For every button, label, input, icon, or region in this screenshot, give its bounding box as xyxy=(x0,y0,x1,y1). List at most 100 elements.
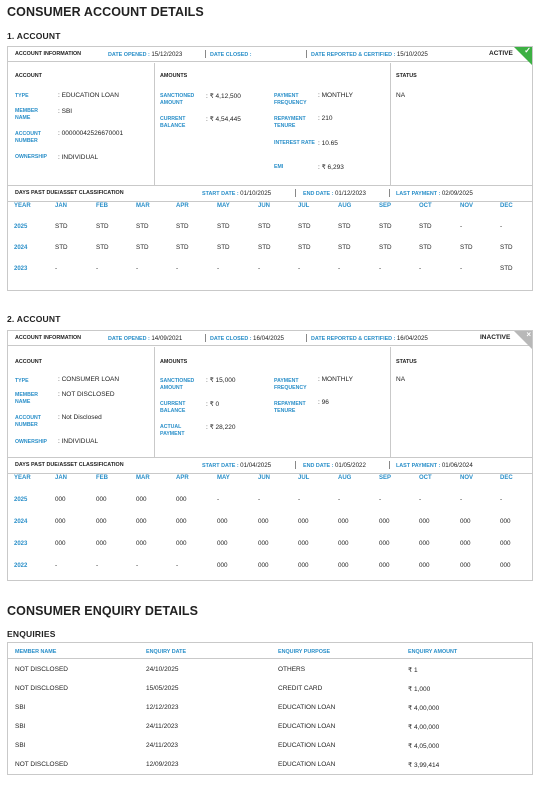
dpd-month-header: OCT xyxy=(419,203,432,209)
enquiries-subheading: ENQUIRIES xyxy=(7,629,56,639)
dpd-start-date: START DATE : 01/10/2025 xyxy=(202,190,272,197)
dpd-cell: STD xyxy=(298,244,311,251)
dpd-cell: STD xyxy=(419,244,432,251)
dpd-month-header: NOV xyxy=(460,203,474,209)
dpd-cell: STD xyxy=(379,223,392,230)
dpd-cell: STD xyxy=(96,223,109,230)
dpd-cell: - xyxy=(55,265,58,272)
dpd-cell: 000 xyxy=(136,518,147,525)
dpd-cell: STD xyxy=(500,244,513,251)
account-number-label: ACCOUNT NUMBER xyxy=(15,131,41,144)
enquiry-cell: CREDIT CARD xyxy=(278,685,323,692)
dpd-cell: 000 xyxy=(176,540,187,547)
dpd-year-header: YEAR xyxy=(14,203,31,209)
enquiry-cell: ₹ 3,99,414 xyxy=(408,762,440,769)
dpd-month-header: OCT xyxy=(419,475,432,481)
dpd-month-header: MAR xyxy=(136,475,150,481)
enquiry-cell: ₹ 1,000 xyxy=(408,686,431,693)
dpd-cell: 000 xyxy=(258,562,269,569)
dpd-month-header: FEB xyxy=(96,203,108,209)
actual-payment-label: ACTUAL PAYMENT xyxy=(160,424,185,437)
dpd-month-header: JAN xyxy=(55,203,68,209)
account-section-head: ACCOUNT xyxy=(15,73,42,79)
account-2-info-bar: ACCOUNT INFORMATION DATE OPENED : 14/09/… xyxy=(8,331,532,346)
enquiry-column-header: ENQUIRY DATE xyxy=(146,649,187,655)
dpd-month-header: MAR xyxy=(136,203,150,209)
dpd-cell: - xyxy=(338,265,341,272)
type-label: TYPE xyxy=(15,378,29,384)
dpd-cell: 000 xyxy=(136,496,147,503)
dpd-last-payment: LAST PAYMENT : 02/09/2025 xyxy=(396,190,473,197)
dpd-cell: 000 xyxy=(338,562,349,569)
dpd-cell: STD xyxy=(176,223,189,230)
dpd-cell: 000 xyxy=(338,540,349,547)
type-value: : EDUCATION LOAN xyxy=(58,92,119,99)
emi-label: EMI xyxy=(274,164,284,170)
dpd-cell: - xyxy=(258,496,261,503)
dpd-row-year: 2022 xyxy=(14,563,28,569)
dpd-month-header: APR xyxy=(176,475,189,481)
dpd-month-header: AUG xyxy=(338,475,352,481)
dpd-month-header: NOV xyxy=(460,475,474,481)
interest-rate-value: : 10.65 xyxy=(318,140,338,147)
dpd-cell: 000 xyxy=(96,540,107,547)
dpd-bar: DAYS PAST DUE/ASSET CLASSIFICATION START… xyxy=(8,458,532,474)
repayment-tenure-value: : 210 xyxy=(318,115,333,122)
dpd-cell: - xyxy=(338,496,341,503)
payment-frequency-value: : MONTHLY xyxy=(318,376,353,383)
enquiry-column-header: MEMBER NAME xyxy=(15,649,57,655)
enquiry-cell: ₹ 1 xyxy=(408,667,418,674)
dpd-cell: STD xyxy=(419,223,432,230)
account-1-card: ACCOUNT INFORMATION DATE OPENED : 15/12/… xyxy=(7,46,533,291)
dpd-cell: STD xyxy=(55,223,68,230)
payment-frequency-value: : MONTHLY xyxy=(318,92,353,99)
dpd-month-header: FEB xyxy=(96,475,108,481)
dpd-cell: - xyxy=(96,562,99,569)
account-info-label: ACCOUNT INFORMATION xyxy=(15,335,82,341)
dpd-cell: STD xyxy=(96,244,109,251)
dpd-cell: - xyxy=(460,265,463,272)
dpd-month-header: JUL xyxy=(298,475,310,481)
ownership-value: : INDIVIDUAL xyxy=(58,154,99,161)
sanctioned-amount-label: SANCTIONED AMOUNT xyxy=(160,93,195,106)
dpd-cell: STD xyxy=(136,223,149,230)
enquiry-cell: NOT DISCLOSED xyxy=(15,666,68,673)
dpd-cell: - xyxy=(217,496,220,503)
dpd-cell: STD xyxy=(338,244,351,251)
dpd-cell: - xyxy=(460,223,463,230)
account-number-value: : 00000042526670001 xyxy=(58,130,124,137)
account-1-heading: 1. ACCOUNT xyxy=(7,31,61,41)
dpd-cell: 000 xyxy=(500,562,511,569)
account-number-label: ACCOUNT NUMBER xyxy=(15,415,41,428)
ownership-label: OWNERSHIP xyxy=(15,154,47,160)
type-value: : CONSUMER LOAN xyxy=(58,376,120,383)
dpd-month-header: APR xyxy=(176,203,189,209)
amounts-section-head: AMOUNTS xyxy=(160,73,188,79)
account-1-info-bar: ACCOUNT INFORMATION DATE OPENED : 15/12/… xyxy=(8,47,532,62)
enquiry-cell: EDUCATION LOAN xyxy=(278,723,336,730)
dpd-month-header: MAY xyxy=(217,203,230,209)
dpd-cell: 000 xyxy=(338,518,349,525)
dpd-row-year: 2023 xyxy=(14,266,28,272)
dpd-month-header: JUN xyxy=(258,203,271,209)
dpd-end-date: END DATE : 01/12/2023 xyxy=(303,190,366,197)
enquiry-column-header: ENQUIRY AMOUNT xyxy=(408,649,458,655)
dpd-month-header: MAY xyxy=(217,475,230,481)
enquiries-table: MEMBER NAME ENQUIRY DATE ENQUIRY PURPOSE EN… xyxy=(7,642,533,775)
payment-frequency-label: PAYMENT FREQUENCY xyxy=(274,378,307,391)
status-section-head: STATUS xyxy=(396,359,417,365)
enquiry-cell: EDUCATION LOAN xyxy=(278,742,336,749)
dpd-cell: STD xyxy=(500,265,513,272)
repayment-tenure-label: REPAYMENT TENURE xyxy=(274,116,306,129)
enquiry-cell: 12/09/2023 xyxy=(146,761,179,768)
enquiry-cell: 15/05/2025 xyxy=(146,685,179,692)
dpd-cell: - xyxy=(500,223,503,230)
dpd-cell: 000 xyxy=(258,518,269,525)
dpd-cell: STD xyxy=(176,244,189,251)
dpd-cell: 000 xyxy=(258,540,269,547)
dpd-cell: STD xyxy=(136,244,149,251)
account-info-label: ACCOUNT INFORMATION xyxy=(15,51,82,57)
member-name-value: : SBI xyxy=(58,108,73,115)
dpd-cell: 000 xyxy=(176,518,187,525)
date-opened: DATE OPENED : 14/09/2021 xyxy=(108,335,183,342)
